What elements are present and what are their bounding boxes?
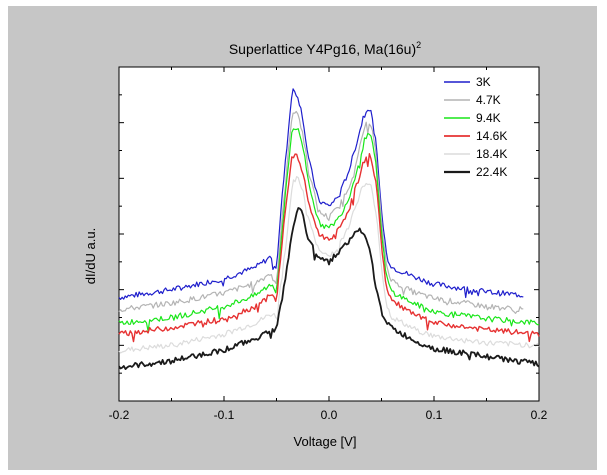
series-line-9-4k bbox=[118, 128, 540, 332]
series-line-3k bbox=[118, 88, 524, 300]
legend-label: 4.7K bbox=[476, 93, 501, 107]
series-line-18-4k bbox=[118, 176, 540, 354]
x-axis-label: Voltage [V] bbox=[294, 434, 357, 449]
x-tick-label: 0.2 bbox=[531, 408, 548, 422]
chart-title-superscript: 2 bbox=[416, 40, 421, 50]
legend-label: 14.6K bbox=[476, 129, 507, 143]
series-line-22-4k bbox=[118, 207, 540, 370]
x-tick-label: -0.1 bbox=[214, 408, 235, 422]
legend-label: 9.4K bbox=[476, 111, 501, 125]
legend-label: 22.4K bbox=[476, 165, 507, 179]
x-tick-label: -0.2 bbox=[109, 408, 130, 422]
chart-title: Superlattice Y4Pg16, Ma(16u)2 bbox=[229, 40, 421, 57]
series-line-4-7k bbox=[118, 110, 524, 314]
legend-label: 18.4K bbox=[476, 147, 507, 161]
x-tick-label: 0.1 bbox=[426, 408, 443, 422]
plot-area bbox=[119, 67, 539, 401]
x-tick-label: 0.0 bbox=[321, 408, 338, 422]
legend-label: 3K bbox=[476, 75, 491, 89]
y-axis-label: dI/dU a.u. bbox=[83, 228, 98, 284]
chart-title-text: Superlattice Y4Pg16, Ma(16u) bbox=[229, 41, 416, 57]
series-line-14-6k bbox=[118, 153, 540, 343]
